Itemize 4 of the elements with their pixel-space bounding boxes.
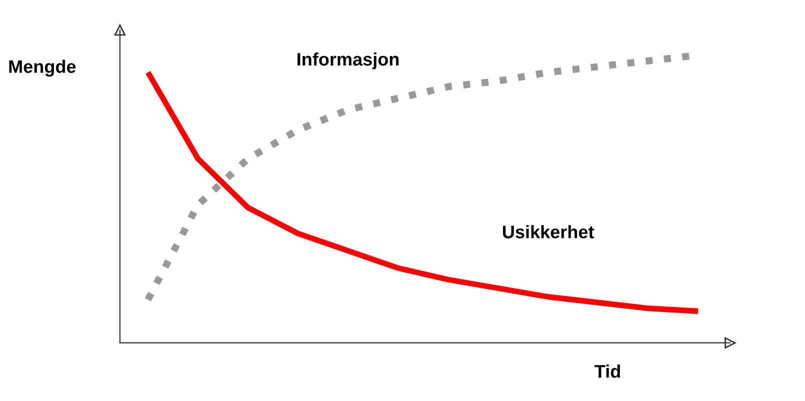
x-axis-title: Tid	[594, 364, 620, 378]
y-axis-title: Mengde	[9, 60, 76, 77]
text: Usikkerhet	[503, 225, 594, 238]
series-label: Informasjon	[298, 52, 399, 70]
